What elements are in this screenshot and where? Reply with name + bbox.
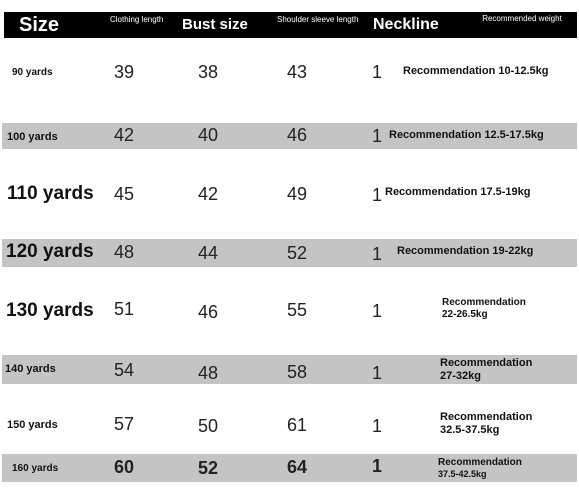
- size-label: 90 yards: [12, 67, 53, 78]
- size-label: 110 yards: [7, 183, 94, 204]
- clothing-length-value: 42: [113, 125, 135, 145]
- clothing-length-value: 60: [113, 457, 135, 477]
- neckline-value: 1: [371, 363, 382, 383]
- shoulder-value: 61: [286, 415, 308, 435]
- bust-size-value: 38: [197, 62, 219, 82]
- bust-size-value: 52: [197, 458, 219, 478]
- table-row: 130 yards 51 46 55 1 Recommendation 22-2…: [0, 295, 579, 327]
- recommended-weight-range: 27-32kg: [440, 370, 481, 382]
- header-neckline: Neckline: [373, 16, 439, 33]
- size-label: 100 yards: [7, 131, 58, 143]
- bust-size-value: 42: [197, 184, 219, 204]
- table-row: 150 yards 57 50 61 1 Recommendation 32.5…: [0, 410, 579, 440]
- recommended-weight-label: Recommendation: [442, 297, 526, 308]
- clothing-length-value: 45: [113, 184, 135, 204]
- size-label: 120 yards: [6, 241, 94, 262]
- table-row: 90 yards 39 38 43 1 Recommendation 10-12…: [0, 60, 579, 86]
- table-row: 110 yards 45 42 49 1 Recommendation 17.5…: [0, 181, 579, 209]
- recommended-weight: Recommendation 10-12.5kg: [403, 65, 549, 77]
- clothing-length-value: 51: [113, 299, 135, 319]
- shoulder-value: 58: [286, 362, 308, 382]
- shoulder-value: 43: [286, 62, 308, 82]
- bust-size-value: 40: [197, 125, 219, 145]
- bust-size-value: 50: [197, 416, 219, 436]
- size-label: 150 yards: [7, 419, 58, 431]
- header-shoulder-sleeve-length: Shoulder sleeve length: [277, 15, 359, 24]
- neckline-value: 1: [371, 416, 382, 436]
- clothing-length-value: 57: [113, 414, 135, 434]
- neckline-value: 1: [371, 244, 382, 264]
- neckline-value: 1: [371, 126, 382, 146]
- header-clothing-length: Clothing length: [110, 15, 164, 24]
- clothing-length-value: 48: [113, 242, 135, 262]
- header-bust-size: Bust size: [182, 16, 248, 33]
- table-row: 120 yards 48 44 52 1 Recommendation 19-2…: [0, 239, 579, 267]
- neckline-value: 1: [371, 456, 382, 476]
- recommended-weight-range: 32.5-37.5kg: [440, 424, 500, 436]
- recommended-weight-label: Recommendation: [438, 457, 522, 468]
- recommended-weight: Recommendation 19-22kg: [397, 245, 534, 257]
- table-row: 100 yards 42 40 46 1 Recommendation 12.5…: [0, 123, 579, 149]
- recommended-weight: Recommendation 12.5-17.5kg: [389, 129, 544, 141]
- header-size: Size: [19, 14, 60, 36]
- shoulder-value: 52: [286, 243, 308, 263]
- bust-size-value: 48: [197, 363, 219, 383]
- size-label: 130 yards: [6, 300, 94, 321]
- table-header: Size Clothing length Bust size Shoulder …: [4, 12, 577, 38]
- recommended-weight: Recommendation 17.5-19kg: [385, 186, 531, 198]
- neckline-value: 1: [371, 185, 382, 205]
- shoulder-value: 49: [286, 184, 308, 204]
- bust-size-value: 44: [197, 243, 219, 263]
- shoulder-value: 46: [286, 125, 308, 145]
- shoulder-value: 55: [286, 300, 308, 320]
- table-row: 160 yards 60 52 64 1 Recommendation 37.5…: [0, 454, 579, 482]
- neckline-value: 1: [371, 62, 382, 82]
- neckline-value: 1: [371, 301, 382, 321]
- clothing-length-value: 39: [113, 62, 135, 82]
- bust-size-value: 46: [197, 302, 219, 322]
- recommended-weight-label: Recommendation: [440, 411, 533, 423]
- recommended-weight-range: 22-26.5kg: [442, 309, 488, 320]
- row-shading: [2, 239, 577, 267]
- row-shading: [2, 454, 577, 482]
- size-label: 160 yards: [12, 463, 59, 474]
- recommended-weight-label: Recommendation: [440, 357, 533, 369]
- size-label: 140 yards: [5, 363, 56, 375]
- recommended-weight-range: 37.5-42.5kg: [438, 469, 487, 479]
- row-shading: [2, 123, 577, 149]
- clothing-length-value: 54: [113, 360, 135, 380]
- row-shading: [2, 355, 577, 384]
- header-recommended-weight: Recommended weight: [482, 14, 562, 23]
- table-row: 140 yards 54 48 58 1 Recommendation 27-3…: [0, 355, 579, 384]
- shoulder-value: 64: [286, 457, 308, 477]
